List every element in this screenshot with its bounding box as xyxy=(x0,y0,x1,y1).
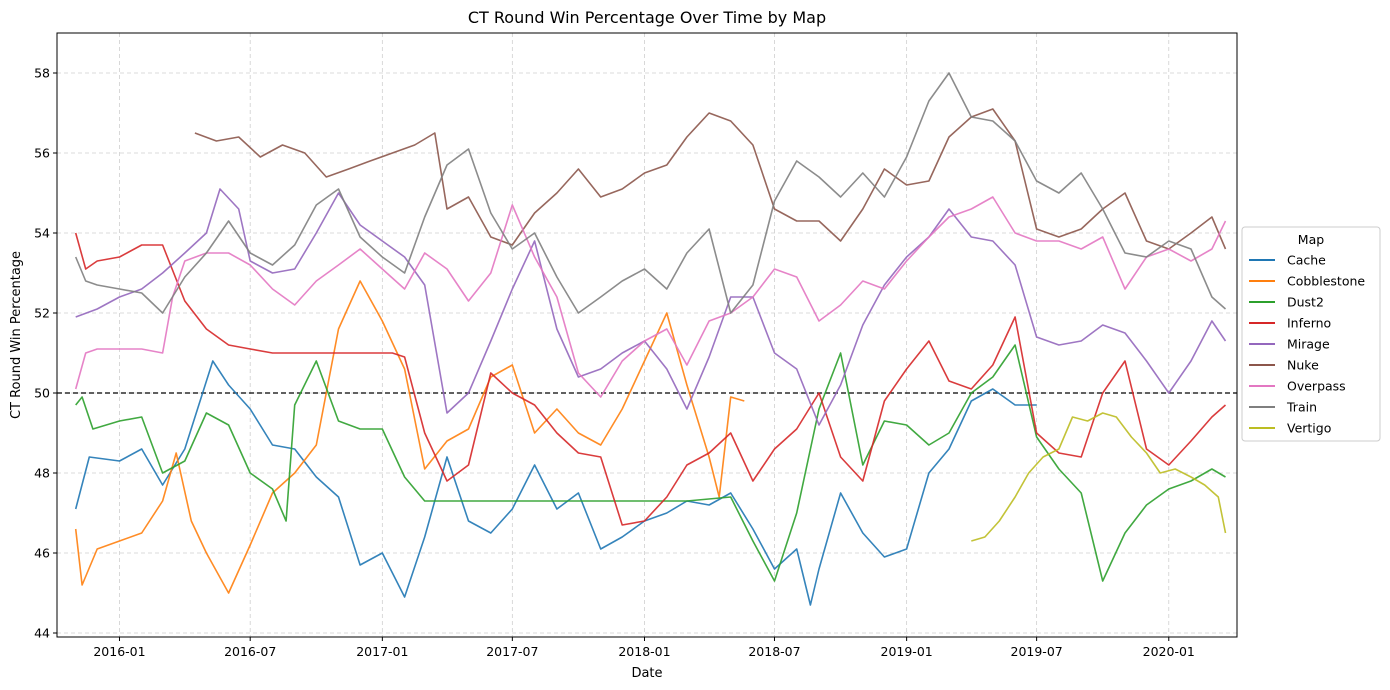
legend-title: Map xyxy=(1298,232,1324,247)
x-tick-label: 2017-07 xyxy=(486,644,538,659)
legend-label-cache: Cache xyxy=(1287,253,1326,268)
y-tick-label: 56 xyxy=(34,146,50,161)
y-axis-ticks: 44 46 48 50 52 54 56 58 xyxy=(34,66,57,641)
series-line-vertigo xyxy=(971,412,1227,542)
x-tick-label: 2018-01 xyxy=(618,644,670,659)
x-tick-label: 2016-01 xyxy=(93,644,145,659)
y-tick-label: 44 xyxy=(34,626,50,641)
legend-label-overpass: Overpass xyxy=(1287,379,1346,394)
y-tick-label: 52 xyxy=(34,306,50,321)
series-line-nuke xyxy=(194,108,1227,250)
legend-label-nuke: Nuke xyxy=(1287,358,1319,373)
plot-frame xyxy=(56,32,1238,638)
legend-label-mirage: Mirage xyxy=(1287,337,1330,352)
series-line-train xyxy=(74,72,1227,314)
legend-label-cobblestone: Cobblestone xyxy=(1287,274,1365,289)
y-tick-label: 54 xyxy=(34,226,50,241)
legend-label-dust2: Dust2 xyxy=(1287,295,1324,310)
chart-title: CT Round Win Percentage Over Time by Map xyxy=(468,8,826,27)
y-tick-label: 58 xyxy=(34,66,50,81)
legend-items: Cache Cobblestone Dust2 Inferno Mirage Nuke Ov… xyxy=(1249,253,1365,436)
x-tick-label: 2020-01 xyxy=(1143,644,1195,659)
x-axis-ticks: 2016-01 2016-07 2017-01 2017-07 2018-01 2018-… xyxy=(93,637,1195,659)
x-tick-label: 2016-07 xyxy=(224,644,276,659)
series-line-dust2 xyxy=(75,344,1226,582)
legend-label-train: Train xyxy=(1286,400,1317,415)
x-axis-label: Date xyxy=(631,666,662,681)
y-tick-label: 50 xyxy=(34,386,50,401)
legend-label-inferno: Inferno xyxy=(1287,316,1331,331)
legend-box xyxy=(1241,226,1381,442)
series-line-overpass xyxy=(74,196,1227,398)
series-line-inferno xyxy=(74,232,1227,526)
series-lines xyxy=(74,72,1227,606)
x-tick-label: 2018-07 xyxy=(748,644,800,659)
x-tick-label: 2019-01 xyxy=(881,644,933,659)
y-axis-label: CT Round Win Percentage xyxy=(9,251,24,419)
x-tick-label: 2017-01 xyxy=(356,644,408,659)
y-tick-label: 48 xyxy=(34,466,50,481)
legend: Map Cache Cobblestone Dust2 Inferno Mirage Nu… xyxy=(1241,226,1381,442)
legend-label-vertigo: Vertigo xyxy=(1287,421,1331,436)
y-tick-label: 46 xyxy=(34,546,50,561)
x-tick-label: 2019-07 xyxy=(1011,644,1063,659)
